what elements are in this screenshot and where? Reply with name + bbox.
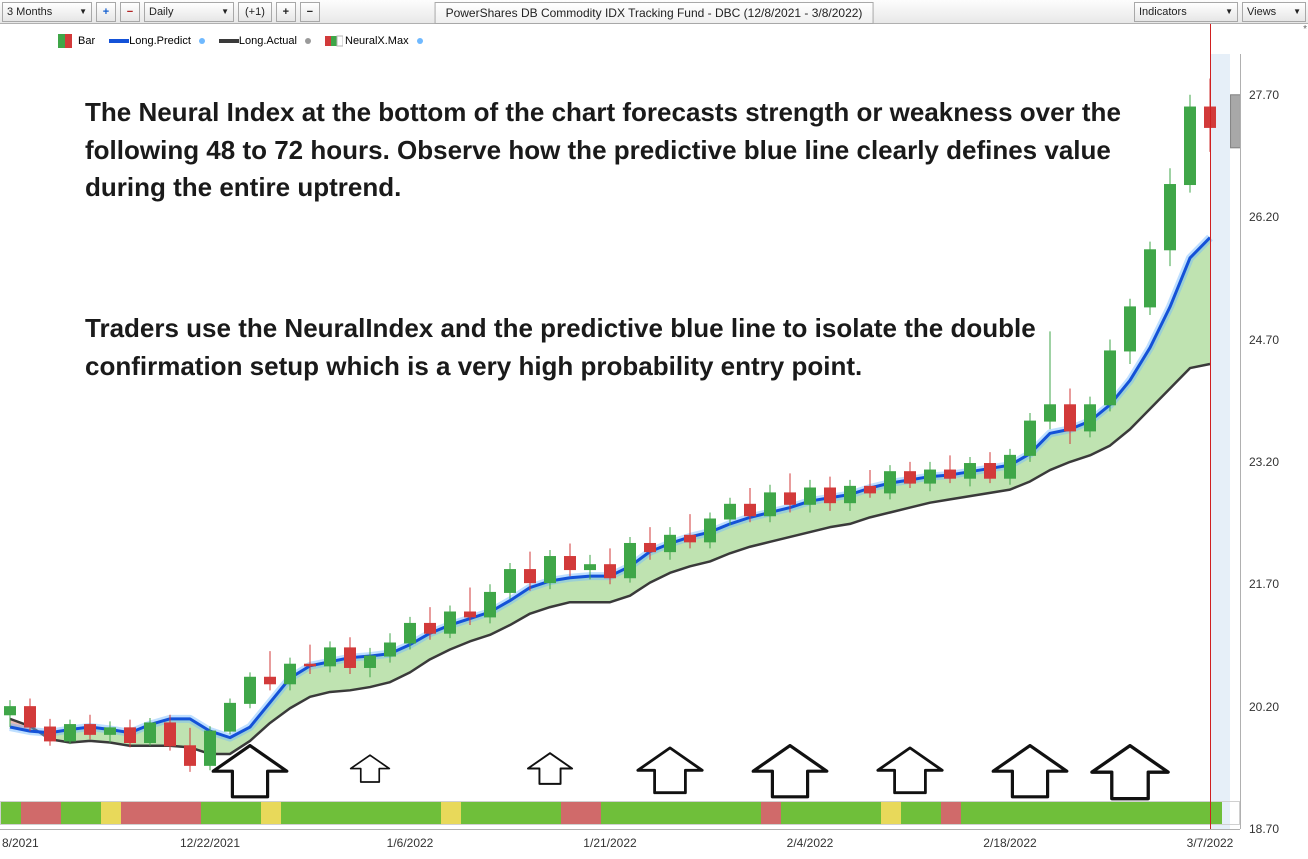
- y-tick: 27.70: [1249, 88, 1279, 102]
- y-tick: 20.20: [1249, 700, 1279, 714]
- arrow-annotations: [0, 54, 1240, 829]
- range-plus-button[interactable]: +: [96, 2, 116, 22]
- neural-swatch-icon: [325, 34, 339, 48]
- legend-neural: NeuralX.Max: [325, 34, 423, 48]
- x-tick: 3/7/2022: [1187, 836, 1234, 850]
- offset-label: (+1): [238, 2, 272, 22]
- chart-title: PowerShares DB Commodity IDX Tracking Fu…: [435, 2, 874, 24]
- x-tick: 1/6/2022: [387, 836, 434, 850]
- dot-icon: [305, 38, 311, 44]
- chevron-down-icon: ▼: [79, 2, 87, 22]
- chevron-down-icon: ▼: [221, 2, 229, 22]
- line-swatch-icon: [219, 34, 233, 48]
- offset-minus-button[interactable]: −: [300, 2, 320, 22]
- dot-icon: [199, 38, 205, 44]
- up-arrow-icon: [990, 744, 1070, 800]
- y-axis: 27.7026.2024.7023.2021.7020.2018.70: [1240, 54, 1308, 829]
- modified-indicator-icon: *: [1303, 24, 1307, 35]
- range-select-label: 3 Months: [7, 2, 52, 22]
- views-label: Views: [1247, 2, 1276, 22]
- y-tick: 18.70: [1249, 822, 1279, 836]
- x-tick: 12/22/2021: [180, 836, 240, 850]
- y-tick: 24.70: [1249, 333, 1279, 347]
- y-tick: 26.20: [1249, 210, 1279, 224]
- up-arrow-icon: [349, 744, 391, 794]
- x-tick: 1/21/2022: [583, 836, 636, 850]
- x-tick: 8/2021: [2, 836, 39, 850]
- legend-predict: Long.Predict: [109, 34, 205, 48]
- up-arrow-icon: [635, 744, 705, 798]
- y-tick: 21.70: [1249, 577, 1279, 591]
- legend: Bar Long.Predict Long.Actual NeuralX.Max: [58, 32, 423, 50]
- range-select[interactable]: 3 Months ▼: [2, 2, 92, 22]
- y-tick: 23.20: [1249, 455, 1279, 469]
- up-arrow-icon: [1085, 744, 1175, 802]
- views-select[interactable]: Views ▼: [1242, 2, 1306, 22]
- dot-icon: [417, 38, 423, 44]
- cursor-line: [1210, 24, 1211, 829]
- bar-swatch-icon: [58, 34, 72, 48]
- chevron-down-icon: ▼: [1225, 2, 1233, 22]
- up-arrow-icon: [526, 744, 574, 794]
- indicators-label: Indicators: [1139, 2, 1187, 22]
- legend-bar: Bar: [58, 34, 95, 48]
- up-arrow-icon: [875, 744, 945, 798]
- legend-actual: Long.Actual: [219, 34, 311, 48]
- interval-select-label: Daily: [149, 2, 173, 22]
- range-minus-button[interactable]: −: [120, 2, 140, 22]
- x-tick: 2/4/2022: [787, 836, 834, 850]
- x-tick: 2/18/2022: [983, 836, 1036, 850]
- interval-select[interactable]: Daily ▼: [144, 2, 234, 22]
- line-swatch-icon: [109, 34, 123, 48]
- toolbar: 3 Months ▼ + − Daily ▼ (+1) + − PowerSha…: [0, 0, 1308, 24]
- chevron-down-icon: ▼: [1293, 2, 1301, 22]
- up-arrow-icon: [747, 744, 833, 800]
- x-axis: 8/2021 12/22/2021 1/6/2022 1/21/2022 2/4/202…: [0, 829, 1240, 859]
- indicators-select[interactable]: Indicators ▼: [1134, 2, 1238, 22]
- offset-plus-button[interactable]: +: [276, 2, 296, 22]
- up-arrow-icon: [210, 744, 290, 800]
